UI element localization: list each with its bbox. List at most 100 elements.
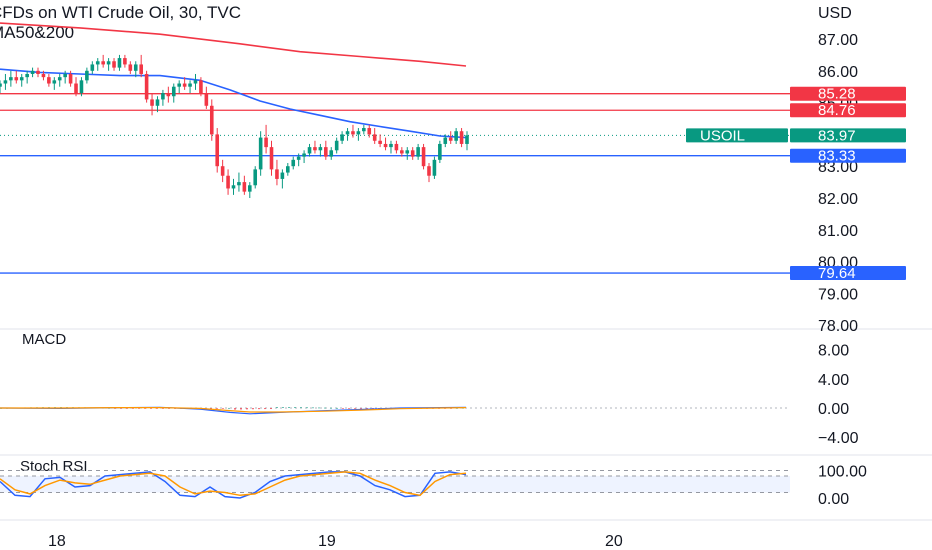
macd-histogram-bar [144,408,146,409]
price-tick-label: 79.00 [818,286,858,303]
candle-body [253,169,258,186]
candle-body [410,150,415,157]
price-tick-label: 87.00 [818,32,858,49]
time-tick-label: 18 [48,533,66,550]
candle-body [356,131,361,135]
candle-body [459,131,464,144]
symbol-label: USOIL [700,127,745,144]
macd-histogram-bar [114,408,116,409]
price-tick-label: 81.00 [818,223,858,240]
candle-body [106,61,111,65]
candle-body [14,77,19,81]
macd-histogram-bar [288,407,290,408]
macd-histogram-bar [210,408,212,409]
candle-body [215,134,220,167]
candle-body [427,166,431,176]
candle-body [247,185,252,192]
candle-body [329,150,334,157]
candle-body [378,140,382,144]
candle-body [95,61,100,65]
stoch-band [0,476,790,493]
candle-body [193,80,198,84]
macd-histogram-bar [150,408,152,409]
macd-histogram-bar [264,408,266,410]
candle-body [63,73,67,78]
candle-body [394,143,399,151]
last-price-badge [790,128,906,143]
level-price-badge [790,266,906,281]
level-price-badge [790,103,906,118]
macd-histogram-bar [366,408,368,409]
currency-label: USD [818,5,852,22]
candle-body [204,93,209,106]
symbol-badge [686,128,788,143]
candle-body [36,70,40,74]
macd-histogram-bar [222,408,224,409]
candle-body [367,128,372,135]
candle-body [112,61,116,68]
candle-body [443,137,448,144]
stoch-series-line [0,471,467,497]
candle-body [155,99,160,106]
level-price-label: 85.28 [818,86,856,103]
macd-tick-label: 0.00 [818,401,849,418]
candle-body [383,143,388,148]
candle-body [68,73,73,84]
candle-body [291,159,296,167]
price-tick-label: 86.00 [818,64,858,81]
candle-body [296,156,301,160]
level-price-label: 83.33 [818,148,856,165]
macd-histogram-bar [348,408,350,409]
candle-body [57,77,62,81]
candle-body [286,166,290,173]
stoch-tick-label: 100.00 [818,464,867,481]
candle-body [280,172,285,179]
macd-tick-label: −4.00 [818,430,859,447]
macd-histogram-bar [330,407,332,409]
candle-body [324,147,328,157]
macd-histogram-bar [372,408,374,409]
candle-body [313,147,317,151]
macd-histogram-bar [342,408,344,409]
macd-histogram-bar [126,408,128,409]
macd-histogram-bar [354,408,356,409]
candle-body [389,143,393,148]
candle-body [188,83,192,87]
candle-body [372,134,377,141]
macd-histogram-bar [318,407,320,409]
macd-histogram-bar [312,407,314,409]
level-price-label: 84.76 [818,102,856,119]
candle-body [226,175,230,189]
candle-body [351,131,355,135]
indicator-label: MA50&200 [0,23,74,42]
candle-body [128,64,133,71]
macd-histogram-bar [216,408,218,409]
candle-body [117,58,122,68]
candle-body [269,147,274,170]
candle-body [123,58,127,65]
candle-body [432,159,437,176]
candle-body [465,135,469,144]
candle-body [101,61,105,65]
candle-body [90,64,95,71]
candle-body [340,134,344,141]
macd-histogram-bar [246,408,248,410]
price-tick-label: 78.00 [818,318,858,335]
candle-body [318,147,323,151]
macd-label: MACD [22,331,66,348]
macd-histogram-bar [138,408,140,409]
candle-body [0,83,2,87]
macd-histogram-bar [156,408,158,409]
candle-body [405,150,410,154]
macd-histogram-bar [252,408,254,410]
macd-histogram-bar [306,407,308,409]
macd-histogram-bar [258,408,260,410]
ma-line-ma200 [0,22,467,67]
macd-histogram-bar [294,407,296,408]
candle-body [85,70,89,81]
time-tick-label: 20 [605,533,623,550]
candle-body [199,80,203,94]
level-price-label: 79.64 [818,265,856,282]
candle-body [133,64,138,71]
